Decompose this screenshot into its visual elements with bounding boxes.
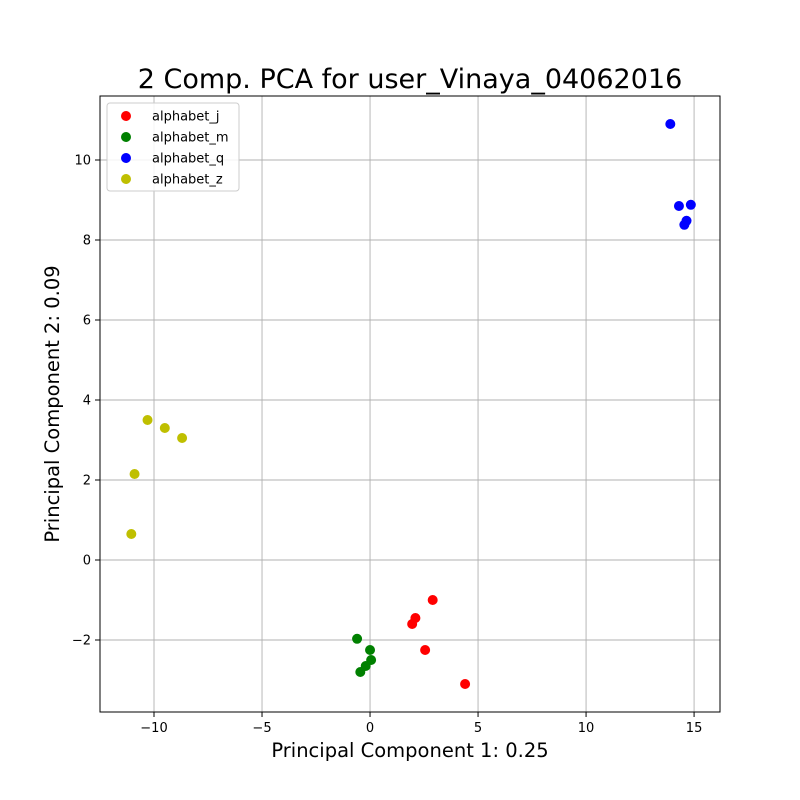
data-point	[365, 645, 376, 655]
x-axis-ticks: −10 −5 0 5 10 15	[140, 712, 702, 736]
y-axis-label: Principal Component 2: 0.09	[41, 265, 64, 542]
data-point	[685, 199, 696, 210]
legend-label: alphabet_j	[152, 110, 220, 125]
series-alphabet_m	[352, 633, 377, 677]
y-axis-ticks: −2 0 2 4 6 8 10	[72, 154, 100, 649]
legend-box	[106, 102, 240, 192]
data-point	[407, 619, 418, 629]
legend: alphabet_j alphabet_m alphabet_q alphabet_z	[106, 102, 240, 192]
data-point	[159, 423, 170, 433]
y-tick-label: −2	[72, 634, 91, 649]
data-point	[673, 201, 684, 211]
legend-label: alphabet_q	[152, 152, 224, 167]
y-tick-label: 2	[83, 474, 91, 489]
y-tick-label: 8	[83, 234, 91, 249]
data-point	[129, 469, 140, 479]
data-point	[460, 679, 471, 689]
y-tick-label: 6	[83, 314, 91, 329]
legend-label: alphabet_m	[152, 131, 229, 146]
y-tick-label: 4	[83, 394, 91, 409]
series-alphabet_z	[126, 415, 188, 539]
data-point	[420, 645, 431, 655]
legend-item-alphabet_m: alphabet_m	[121, 131, 229, 146]
plot-area	[100, 96, 720, 712]
legend-marker	[121, 111, 131, 121]
legend-item-alphabet_z: alphabet_z	[121, 173, 223, 188]
x-tick-label: 10	[578, 721, 595, 736]
data-point	[427, 595, 438, 605]
legend-marker	[121, 153, 131, 163]
data-point	[126, 529, 137, 539]
legend-marker	[121, 174, 131, 184]
x-tick-label: 0	[366, 721, 374, 736]
chart-title: 2 Comp. PCA for user_Vinaya_04062016	[138, 64, 683, 95]
x-tick-label: 15	[686, 721, 703, 736]
x-tick-label: 5	[474, 721, 482, 736]
legend-marker	[121, 132, 131, 142]
x-axis-label: Principal Component 1: 0.25	[271, 739, 548, 762]
y-tick-label: 10	[74, 154, 91, 169]
legend-label: alphabet_z	[152, 173, 223, 188]
y-tick-label: 0	[83, 554, 91, 569]
legend-item-alphabet_j: alphabet_j	[121, 110, 220, 125]
data-points	[126, 119, 696, 689]
data-point	[679, 219, 690, 230]
data-point	[177, 433, 188, 443]
series-alphabet_j	[407, 595, 471, 689]
data-point	[355, 667, 366, 677]
data-point	[665, 119, 676, 129]
series-alphabet_q	[665, 119, 696, 230]
data-point	[352, 633, 363, 644]
plot-frame	[99, 95, 721, 713]
data-point	[142, 415, 153, 425]
x-tick-label: −5	[252, 721, 271, 736]
x-tick-label: −10	[140, 721, 167, 736]
legend-item-alphabet_q: alphabet_q	[121, 152, 224, 167]
